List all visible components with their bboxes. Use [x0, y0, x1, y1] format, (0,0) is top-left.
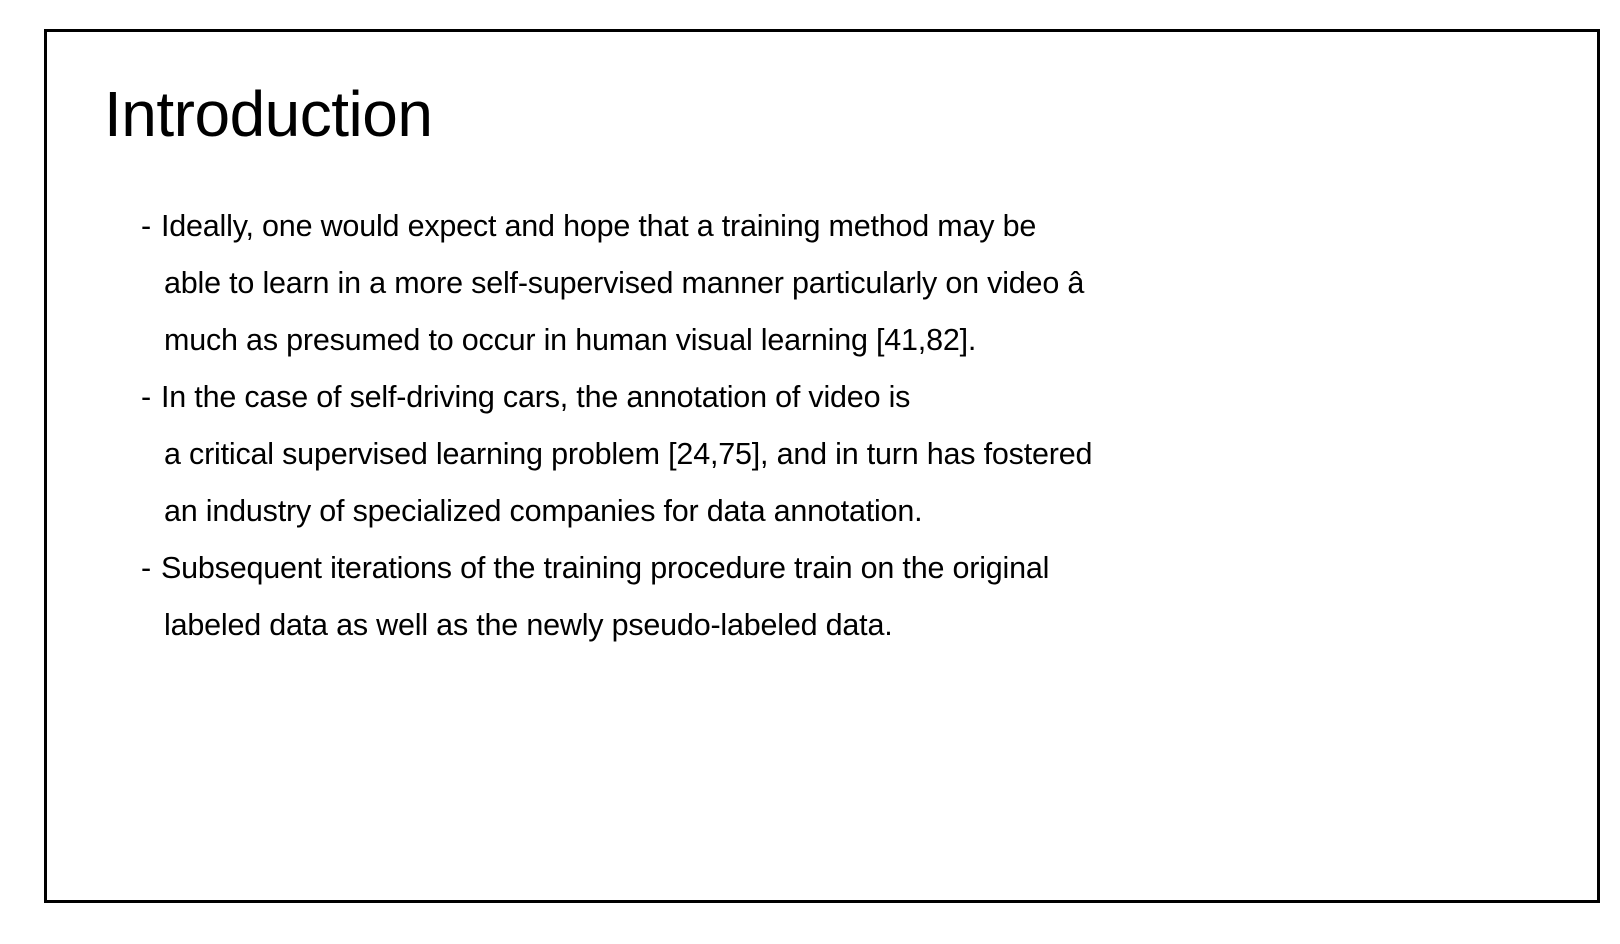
- slide-title: Introduction: [104, 78, 433, 150]
- bullet-2-line-3: an industry of specialized companies for…: [164, 494, 923, 528]
- bullet-marker: -: [141, 209, 151, 243]
- bullet-text: Subsequent iterations of the training pr…: [161, 551, 1050, 585]
- bullet-marker: -: [141, 551, 151, 585]
- bullet-text: Ideally, one would expect and hope that …: [161, 209, 1037, 243]
- bullet-list: - Ideally, one would expect and hope tha…: [141, 198, 1092, 654]
- bullet-text: In the case of self-driving cars, the an…: [161, 380, 911, 414]
- slide-frame: Introduction - Ideally, one would expect…: [44, 29, 1600, 903]
- bullet-1-line-3: much as presumed to occur in human visua…: [164, 323, 977, 357]
- bullet-1-line-1: - Ideally, one would expect and hope tha…: [141, 198, 1092, 255]
- bullet-2-line-2: a critical supervised learning problem […: [164, 437, 1093, 471]
- bullet-3-line-1: - Subsequent iterations of the training …: [141, 540, 1092, 597]
- bullet-1-line-2: able to learn in a more self-supervised …: [164, 266, 1085, 300]
- bullet-marker: -: [141, 380, 151, 414]
- bullet-2-line-1: - In the case of self-driving cars, the …: [141, 369, 1092, 426]
- bullet-3-line-2: labeled data as well as the newly pseudo…: [164, 608, 893, 642]
